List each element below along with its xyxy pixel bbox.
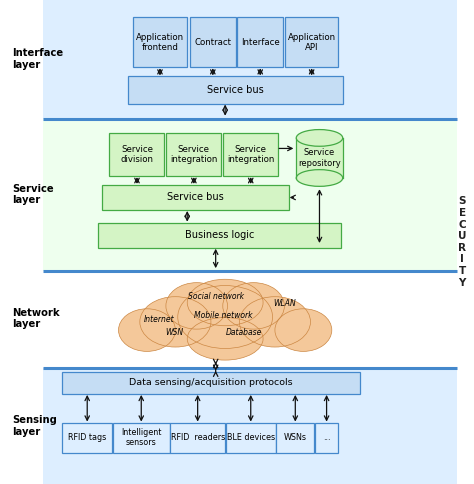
Ellipse shape (187, 318, 263, 360)
Text: Data sensing/acquisition protocols: Data sensing/acquisition protocols (129, 378, 293, 387)
Text: Application
API: Application API (288, 32, 336, 52)
Ellipse shape (275, 309, 332, 351)
Text: Service
integration: Service integration (170, 145, 218, 164)
Text: Contract: Contract (194, 38, 231, 47)
FancyBboxPatch shape (226, 423, 276, 453)
Text: Service
layer: Service layer (12, 184, 54, 205)
Text: Interface
layer: Interface layer (12, 48, 63, 70)
Text: RFID tags: RFID tags (68, 433, 106, 442)
Ellipse shape (140, 297, 211, 347)
Bar (43, 0, 457, 119)
Ellipse shape (118, 309, 175, 351)
Text: Service
division: Service division (120, 145, 154, 164)
Text: Business logic: Business logic (184, 230, 254, 240)
FancyBboxPatch shape (166, 133, 221, 176)
Text: WSNs: WSNs (284, 433, 307, 442)
FancyBboxPatch shape (113, 423, 170, 453)
Ellipse shape (187, 279, 263, 326)
Bar (43, 271, 457, 368)
FancyBboxPatch shape (102, 185, 289, 210)
FancyBboxPatch shape (62, 423, 112, 453)
Text: Mobile network: Mobile network (193, 311, 252, 320)
Text: Interface: Interface (241, 38, 280, 47)
FancyBboxPatch shape (170, 423, 225, 453)
Text: RFID  readers: RFID readers (171, 433, 225, 442)
Text: Service bus: Service bus (208, 85, 264, 95)
Bar (43, 119, 457, 271)
FancyBboxPatch shape (223, 133, 278, 176)
Ellipse shape (296, 130, 343, 146)
Text: Sensing
layer: Sensing layer (12, 415, 57, 437)
Text: Application
frontend: Application frontend (136, 32, 184, 52)
FancyBboxPatch shape (109, 133, 164, 176)
Ellipse shape (178, 286, 273, 348)
FancyBboxPatch shape (237, 17, 283, 67)
FancyBboxPatch shape (285, 17, 338, 67)
Text: Intelligent
sensors: Intelligent sensors (121, 428, 162, 448)
Ellipse shape (166, 283, 228, 329)
Text: Social network: Social network (188, 292, 244, 301)
FancyBboxPatch shape (276, 423, 314, 453)
Text: S
E
C
U
R
I
T
Y: S E C U R I T Y (458, 197, 466, 287)
Text: Internet: Internet (144, 315, 174, 324)
Text: Service
repository: Service repository (298, 148, 341, 167)
Text: Database: Database (226, 328, 262, 336)
Text: Network
layer: Network layer (12, 308, 59, 329)
FancyBboxPatch shape (315, 423, 338, 453)
FancyBboxPatch shape (133, 17, 187, 67)
FancyBboxPatch shape (98, 223, 341, 248)
Text: Service
integration: Service integration (227, 145, 274, 164)
Ellipse shape (296, 169, 343, 186)
Text: Service bus: Service bus (167, 193, 224, 202)
Text: BLE devices: BLE devices (227, 433, 275, 442)
Ellipse shape (239, 297, 310, 347)
Bar (43, 368, 457, 484)
FancyBboxPatch shape (128, 76, 343, 104)
Bar (296, 138, 343, 178)
Text: WSN: WSN (165, 328, 183, 336)
FancyBboxPatch shape (62, 372, 360, 394)
Text: ...: ... (323, 433, 330, 442)
FancyBboxPatch shape (190, 17, 236, 67)
Ellipse shape (223, 283, 284, 329)
Text: WLAN: WLAN (273, 300, 296, 308)
